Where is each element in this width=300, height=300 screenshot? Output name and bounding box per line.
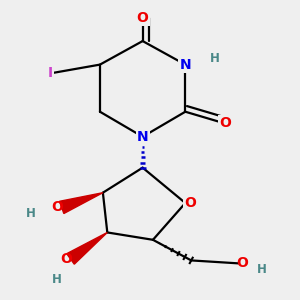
Text: H: H — [210, 52, 220, 65]
Polygon shape — [59, 193, 103, 214]
Text: O: O — [236, 256, 248, 270]
Text: N: N — [179, 58, 191, 72]
Text: I: I — [47, 66, 52, 80]
Text: O: O — [51, 200, 63, 214]
Text: O: O — [137, 11, 148, 25]
Text: H: H — [257, 263, 267, 276]
Text: O: O — [184, 196, 196, 210]
Text: O: O — [60, 252, 72, 266]
Text: N: N — [137, 130, 148, 144]
Text: O: O — [219, 116, 231, 130]
Text: H: H — [52, 273, 62, 286]
Polygon shape — [67, 232, 107, 264]
Text: H: H — [26, 207, 36, 220]
